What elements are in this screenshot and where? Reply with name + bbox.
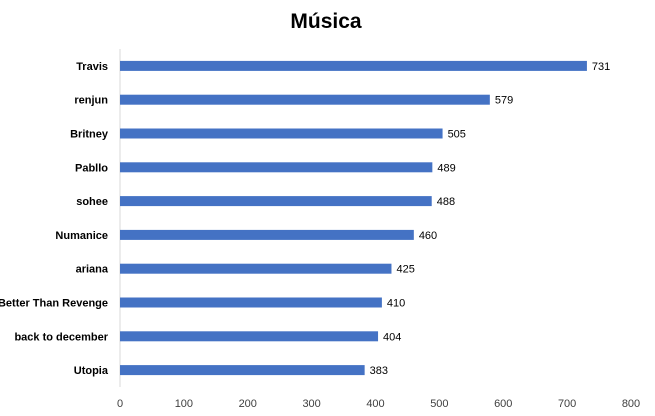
data-label: 505 [448,129,466,141]
data-label: 488 [437,196,455,208]
data-label: 731 [592,61,610,73]
bar [120,297,382,308]
bar [120,263,392,274]
bar [120,229,414,240]
data-label: 425 [396,264,414,276]
x-tick-label: 700 [558,398,576,410]
category-label: Travis [76,61,108,73]
labels: Travis 731 renjun 579 Britney 505 Pabllo 489 soh… [0,61,610,377]
x-tick-label: 200 [239,398,257,410]
x-tick-label: 500 [430,398,448,410]
bar [120,365,365,376]
x-tick-label: 0 [117,398,123,410]
category-label: sohee [76,196,108,208]
x-tick-label: 300 [302,398,320,410]
category-label: ariana [76,264,109,276]
x-tick-label: 600 [494,398,512,410]
category-label: Pabllo [75,162,108,174]
data-label: 383 [370,365,388,377]
x-tick-label: 100 [175,398,193,410]
x-tick-label: 800 [622,398,640,410]
bar [120,331,379,342]
data-label: 410 [387,298,405,310]
category-label: Britney [70,129,109,141]
category-label: back to december [14,331,108,343]
category-label: renjun [74,95,108,107]
bars [120,60,587,376]
category-label: Numanice [55,230,108,242]
bar [120,128,443,139]
data-label: 579 [495,95,513,107]
chart-title: Música [290,10,362,33]
data-label: 460 [419,230,437,242]
category-label: Utopia [74,365,109,377]
bar [120,162,433,173]
data-label: 404 [383,331,401,343]
bar [120,94,490,105]
category-label: Better Than Revenge [0,298,108,310]
x-tick-label: 400 [366,398,384,410]
data-label: 489 [437,162,455,174]
bar [120,60,587,71]
bar [120,196,432,207]
axes: 0 100 200 300 400 500 600 700 800 [117,49,640,410]
